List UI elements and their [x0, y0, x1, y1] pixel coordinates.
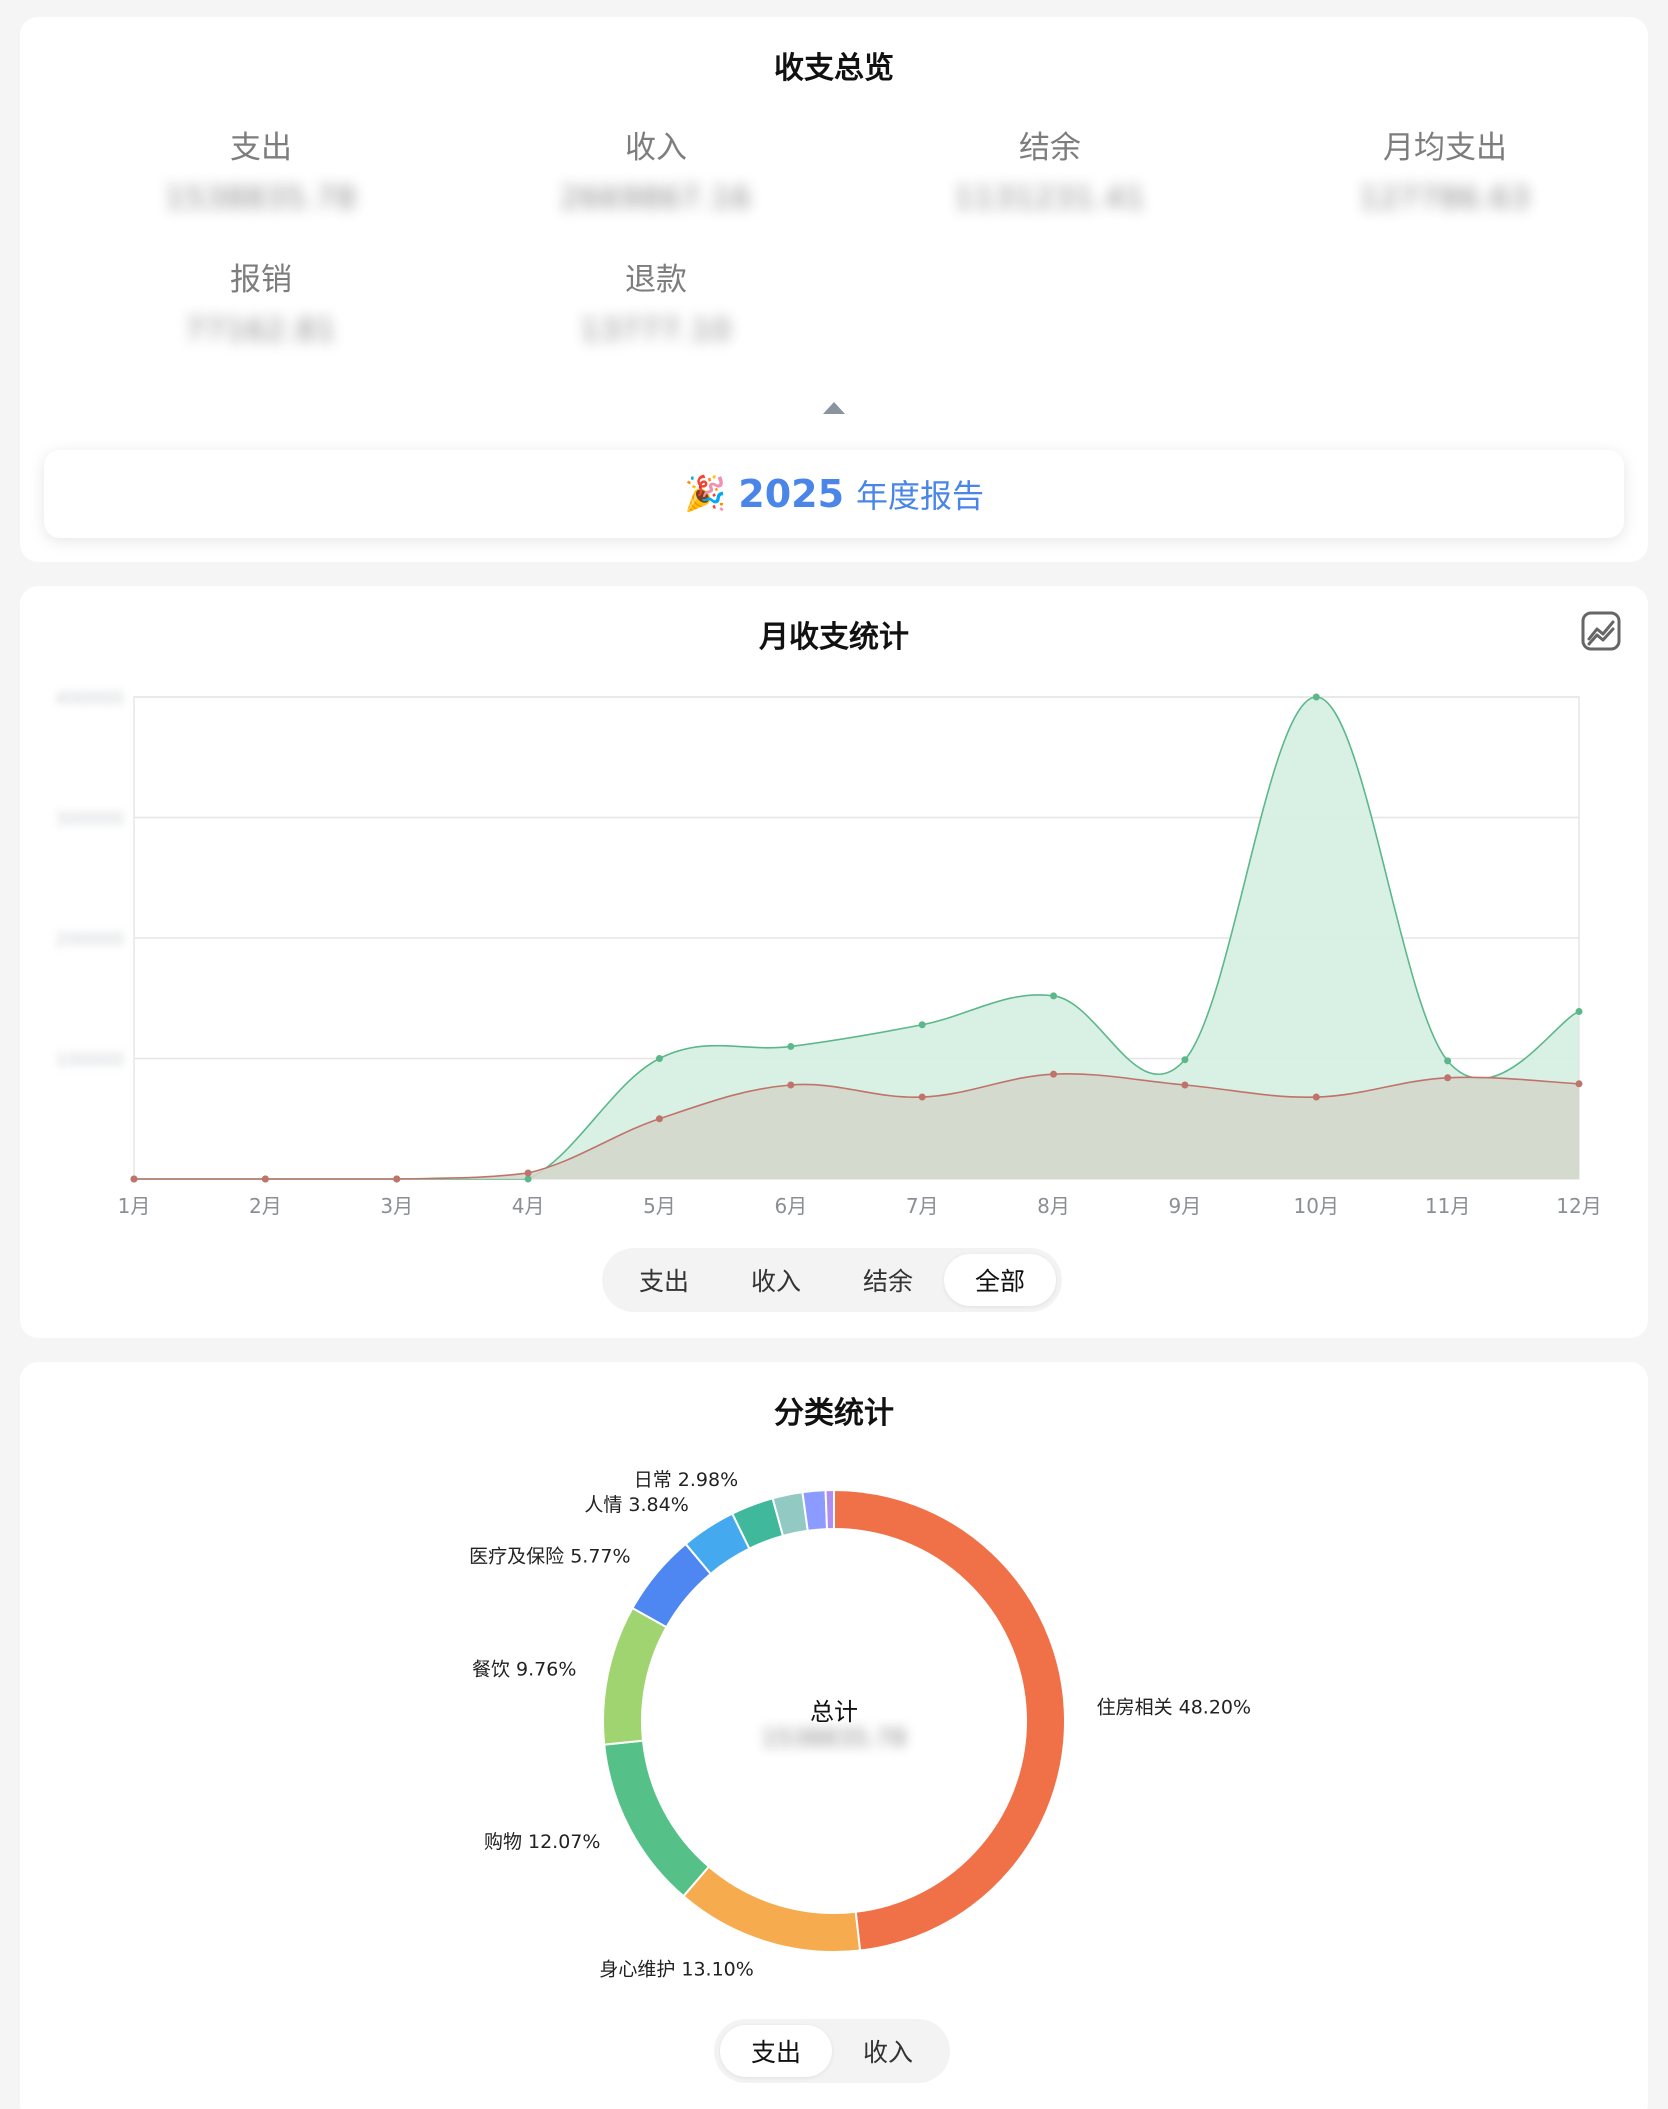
tab-income[interactable]: 收入: [750, 1267, 801, 1296]
party-popper-icon: 🎉: [683, 474, 727, 514]
stat-refund-value: 13777.10: [580, 313, 732, 348]
tab-balance[interactable]: 结余: [862, 1267, 913, 1296]
x-tick-label: 12月: [1556, 1194, 1601, 1218]
x-tick-label: 3月: [380, 1194, 413, 1218]
data-point-expense[interactable]: [393, 1175, 401, 1183]
donut-slice[interactable]: [801, 1489, 829, 1532]
stat-expense-label: 支出: [230, 130, 292, 166]
stat-reimbursement: 报销 77162.81: [101, 254, 421, 348]
data-point-expense[interactable]: [787, 1081, 795, 1089]
data-point-expense[interactable]: [655, 1115, 663, 1123]
donut-slice[interactable]: [682, 1865, 862, 1953]
x-tick-label: 11月: [1425, 1194, 1470, 1218]
slice-label: 日常 2.98%: [634, 1469, 738, 1491]
monthly-tab-group: 支出 收入 结余 全部: [602, 1248, 1062, 1312]
stat-reimbursement-label: 报销: [230, 262, 292, 298]
x-tick-label: 1月: [118, 1194, 151, 1218]
data-point-income[interactable]: [1181, 1056, 1189, 1064]
data-point-income[interactable]: [918, 1021, 926, 1029]
stat-monthly-avg: 月均支出 127786.63: [1285, 122, 1605, 216]
slice-label: 身心维护 13.10%: [599, 1959, 754, 1981]
data-point-income[interactable]: [787, 1042, 795, 1050]
data-point-expense[interactable]: [1312, 1093, 1320, 1101]
monthly-chart: 100000 200000 300000 400000 1月 2月 3月 4月 5月 6月 7月 8月…: [55, 688, 1601, 1218]
data-point-income[interactable]: [655, 1055, 663, 1062]
annual-report-button[interactable]: 🎉 2025 年度报告: [44, 450, 1624, 538]
data-point-expense[interactable]: [261, 1175, 269, 1183]
stat-refund: 退款 13777.10: [496, 254, 816, 348]
stat-monthly-avg-value: 127786.63: [1359, 181, 1531, 216]
stat-income: 收入 2669867.16: [496, 122, 816, 216]
series-area-income: [134, 696, 1579, 1179]
data-point-income[interactable]: [1050, 992, 1058, 1000]
data-point-expense[interactable]: [130, 1175, 138, 1183]
slice-label: 人情 3.84%: [584, 1494, 688, 1516]
y-tick-label: 100000: [55, 1050, 124, 1071]
stat-income-label: 收入: [625, 130, 687, 166]
data-point-income[interactable]: [1575, 1008, 1583, 1016]
data-point-income[interactable]: [1444, 1057, 1452, 1065]
tab-all[interactable]: 全部: [944, 1254, 1056, 1306]
x-tick-label: 8月: [1037, 1194, 1070, 1218]
tab-category-income[interactable]: 收入: [862, 2038, 913, 2067]
data-point-income[interactable]: [1312, 693, 1320, 701]
x-tick-label: 10月: [1294, 1194, 1339, 1218]
slice-label: 餐饮 9.76%: [472, 1658, 576, 1680]
data-point-expense[interactable]: [1181, 1081, 1189, 1089]
annual-report-year: 2025: [738, 472, 845, 516]
caret-up-icon[interactable]: [823, 402, 845, 414]
data-point-expense[interactable]: [1575, 1080, 1583, 1088]
x-tick-label: 9月: [1169, 1194, 1202, 1218]
donut-total-label: 总计: [810, 1698, 858, 1726]
donut-total-value: 1538835.78: [761, 1724, 907, 1752]
series-area-expense: [134, 1073, 1579, 1179]
x-tick-label: 2月: [249, 1194, 282, 1218]
stat-reimbursement-value: 77162.81: [185, 313, 337, 348]
stat-balance-label: 结余: [1019, 130, 1081, 166]
data-point-expense[interactable]: [524, 1169, 532, 1177]
category-donut-chart: 住房相关 48.20% 身心维护 13.10% 购物 12.07% 餐饮 9.76% 医…: [469, 1469, 1252, 1981]
y-tick-label: 300000: [55, 809, 124, 830]
y-tick-label: 400000: [55, 688, 124, 709]
stat-refund-label: 退款: [625, 262, 687, 298]
data-point-expense[interactable]: [1050, 1070, 1058, 1078]
data-point-expense[interactable]: [1444, 1074, 1452, 1082]
monthly-stats-card: 100000 200000 300000 400000 1月 2月 3月 4月 5月 6月 7月 8月…: [20, 586, 1648, 1338]
annual-report-text: 年度报告: [856, 477, 985, 515]
category-tab-group: 支出 收入: [714, 2019, 950, 2083]
category-stats-card: 住房相关 48.20% 身心维护 13.10% 购物 12.07% 餐饮 9.76% 医…: [20, 1362, 1648, 2109]
x-tick-label: 7月: [906, 1194, 939, 1218]
x-tick-label: 5月: [643, 1194, 676, 1218]
slice-label: 住房相关 48.20%: [1097, 1696, 1252, 1718]
overview-title: 收支总览: [774, 51, 894, 86]
stat-income-value: 2669867.16: [560, 181, 752, 216]
series-line-expense: [134, 1073, 1580, 1180]
stat-expense-value: 1538835.78: [165, 181, 357, 216]
slice-label: 医疗及保险 5.77%: [469, 1546, 630, 1568]
stat-monthly-avg-label: 月均支出: [1383, 130, 1507, 166]
donut-slice[interactable]: [824, 1488, 835, 1531]
y-tick-label: 200000: [55, 929, 124, 950]
slice-label: 购物 12.07%: [484, 1831, 601, 1853]
donut-slice[interactable]: [833, 1488, 1066, 1952]
donut-slice[interactable]: [603, 1739, 711, 1898]
tab-category-expense[interactable]: 支出: [720, 2025, 832, 2077]
monthly-title: 月收支统计: [759, 620, 909, 655]
data-point-expense[interactable]: [918, 1093, 926, 1101]
x-tick-label: 6月: [774, 1194, 807, 1218]
line-chart-icon[interactable]: [1580, 610, 1622, 652]
data-point-income[interactable]: [524, 1175, 532, 1183]
tab-expense[interactable]: 支出: [638, 1267, 689, 1296]
stat-balance-value: 1131231.41: [954, 181, 1146, 216]
stat-balance: 结余 1131231.41: [890, 122, 1210, 216]
category-title: 分类统计: [774, 1396, 894, 1431]
overview-card: 收支总览 支出 1538835.78 收入 2669867.16 结余 1131…: [20, 17, 1648, 562]
stat-expense: 支出 1538835.78: [101, 122, 421, 216]
x-tick-label: 4月: [512, 1194, 545, 1218]
